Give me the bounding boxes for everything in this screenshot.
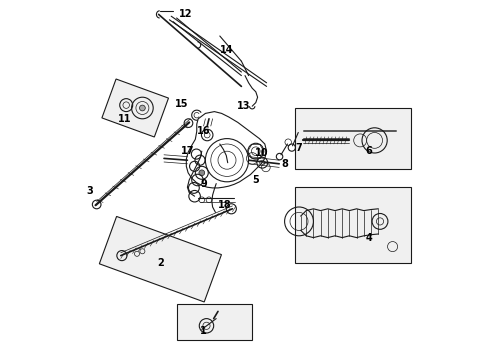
Polygon shape xyxy=(99,216,221,302)
Text: 17: 17 xyxy=(181,146,194,156)
Text: 8: 8 xyxy=(281,159,288,169)
Text: 16: 16 xyxy=(197,126,210,136)
Text: 7: 7 xyxy=(295,143,302,153)
Text: 6: 6 xyxy=(366,146,372,156)
Text: 4: 4 xyxy=(366,233,372,243)
Text: 14: 14 xyxy=(220,45,233,55)
Text: 13: 13 xyxy=(237,101,250,111)
Text: 1: 1 xyxy=(200,326,207,336)
Text: 2: 2 xyxy=(157,258,164,268)
Text: 15: 15 xyxy=(174,99,188,109)
Text: 18: 18 xyxy=(219,200,232,210)
Text: 10: 10 xyxy=(254,148,268,158)
Text: 5: 5 xyxy=(252,175,259,185)
Polygon shape xyxy=(295,108,411,169)
Text: 9: 9 xyxy=(200,179,207,189)
Text: 11: 11 xyxy=(118,114,131,124)
Text: 12: 12 xyxy=(179,9,193,19)
Polygon shape xyxy=(186,112,267,188)
Polygon shape xyxy=(295,187,411,263)
Polygon shape xyxy=(102,79,169,137)
Circle shape xyxy=(199,170,205,176)
Polygon shape xyxy=(176,304,252,340)
Text: 3: 3 xyxy=(87,186,94,196)
Circle shape xyxy=(140,105,145,111)
